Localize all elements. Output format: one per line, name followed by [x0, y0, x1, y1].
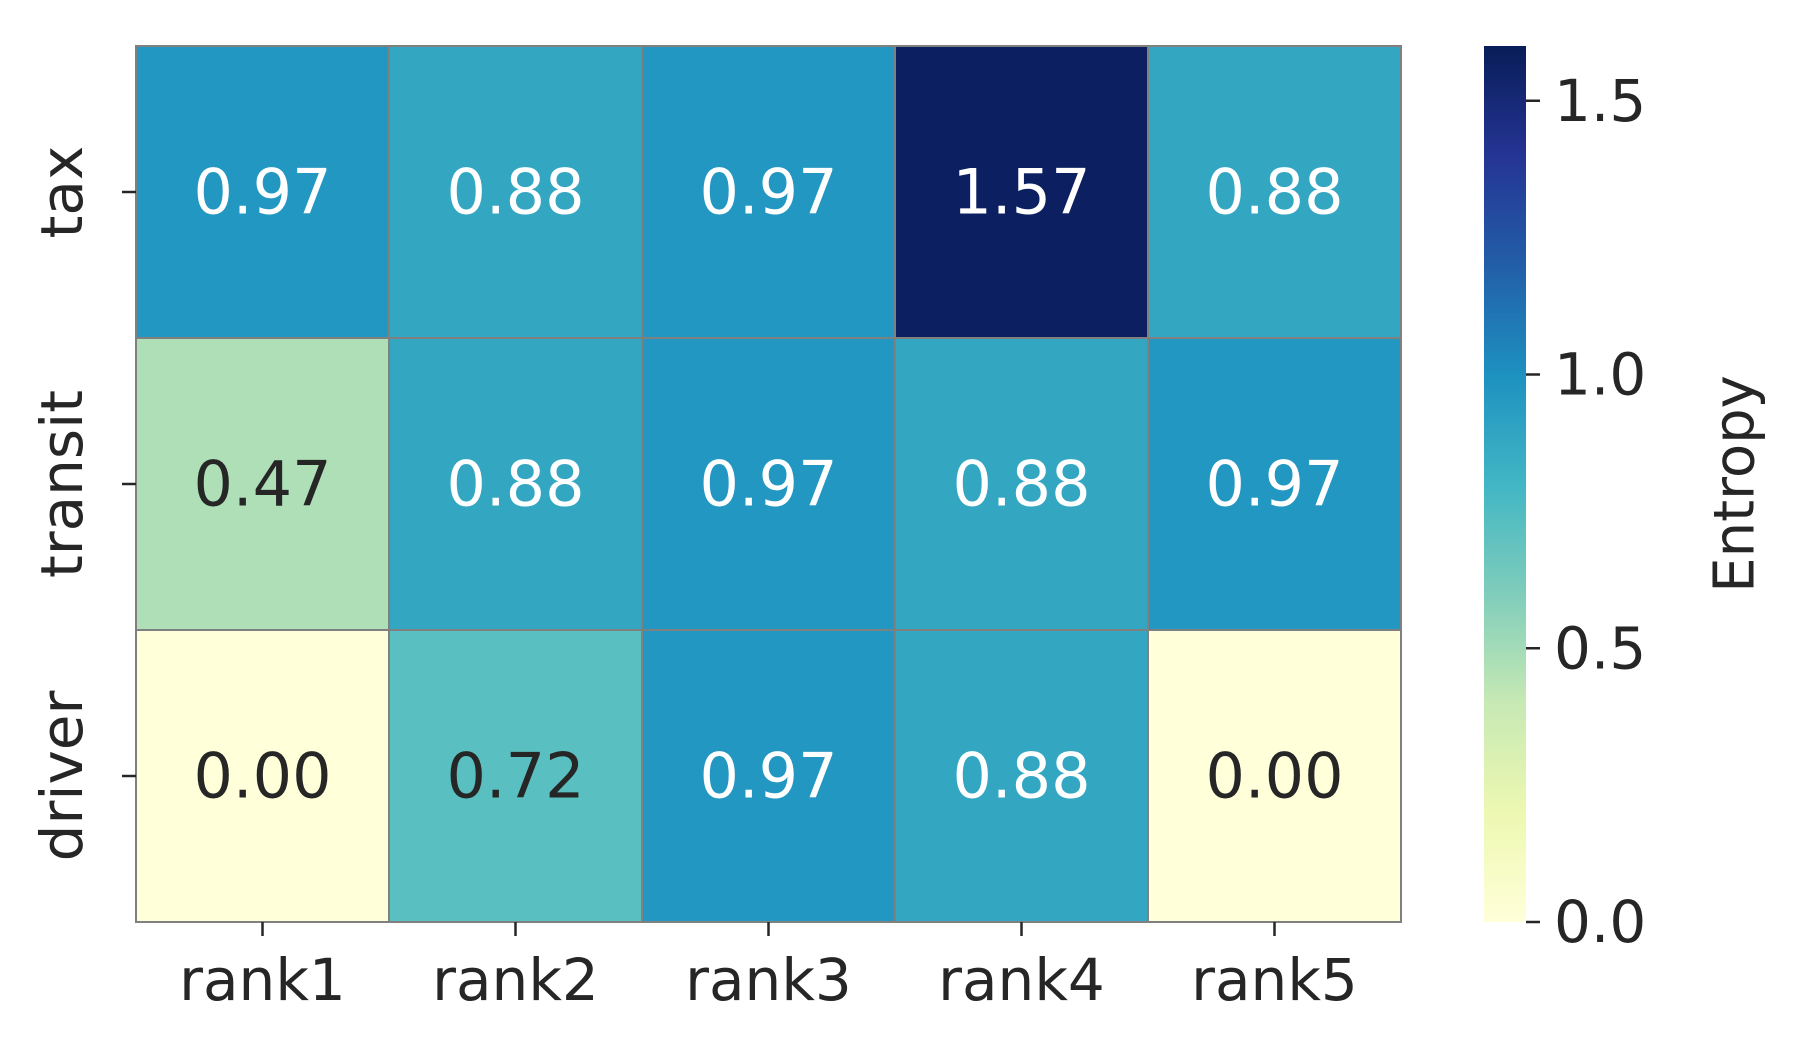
heatmap-cell: [641, 337, 896, 631]
x-tick-label: rank5: [1191, 946, 1358, 1014]
colorbar-tick-label: 0.5: [1554, 614, 1646, 682]
x-tick-label: rank3: [685, 946, 852, 1014]
cell-value-label: 0.97: [699, 740, 837, 813]
heatmap-cell: [641, 629, 896, 923]
y-tick-label: driver: [28, 691, 96, 862]
cell-value-label: 1.57: [952, 156, 1090, 229]
colorbar-gradient: [1484, 46, 1526, 922]
x-tick-label: rank1: [179, 946, 346, 1014]
cell-value-label: 0.97: [699, 156, 837, 229]
y-tick-label: transit: [28, 390, 96, 578]
cell-value-label: 0.88: [952, 448, 1090, 521]
heatmap-cell-labels: 0.97 0.88 0.97 1.57 0.88 0.47 0.88 0.97 0.88 0.97…: [193, 156, 1343, 813]
cell-value-label: 0.00: [1205, 740, 1343, 813]
x-axis: rank1 rank2 rank3 rank4 rank5: [179, 922, 1358, 1014]
x-tick-label: rank2: [432, 946, 599, 1014]
y-tick-label: tax: [28, 146, 96, 239]
cell-value-label: 0.88: [952, 740, 1090, 813]
heatmap-cells: [135, 45, 1402, 923]
cell-value-label: 0.97: [699, 448, 837, 521]
cell-value-label: 0.97: [1205, 448, 1343, 521]
heatmap-cell: [388, 629, 643, 923]
colorbar-ticks: 0.0 0.5 1.0 1.5: [1526, 67, 1646, 956]
x-tick-label: rank4: [938, 946, 1105, 1014]
colorbar-label: Entropy: [1703, 375, 1768, 593]
heatmap-cell: [1147, 629, 1402, 923]
y-axis: tax transit driver: [28, 146, 136, 862]
cell-value-label: 0.88: [446, 156, 584, 229]
colorbar-tick-label: 1.0: [1554, 341, 1646, 409]
heatmap-cell: [135, 337, 390, 631]
heatmap-cell: [1147, 337, 1402, 631]
heatmap-cell: [1147, 45, 1402, 339]
colorbar-tick-label: 1.5: [1554, 67, 1646, 135]
colorbar-tick-label: 0.0: [1554, 888, 1646, 956]
heatmap-cell: [641, 45, 896, 339]
cell-value-label: 0.72: [446, 740, 584, 813]
colorbar: 0.0 0.5 1.0 1.5 Entropy: [1484, 46, 1768, 956]
cell-value-label: 0.00: [193, 740, 331, 813]
cell-value-label: 0.88: [1205, 156, 1343, 229]
cell-value-label: 0.47: [193, 448, 331, 521]
heatmap-cell: [388, 45, 643, 339]
heatmap-cell: [894, 629, 1149, 923]
heatmap-cell: [135, 45, 390, 339]
cell-value-label: 0.88: [446, 448, 584, 521]
cell-value-label: 0.97: [193, 156, 331, 229]
heatmap-cell: [894, 45, 1149, 339]
